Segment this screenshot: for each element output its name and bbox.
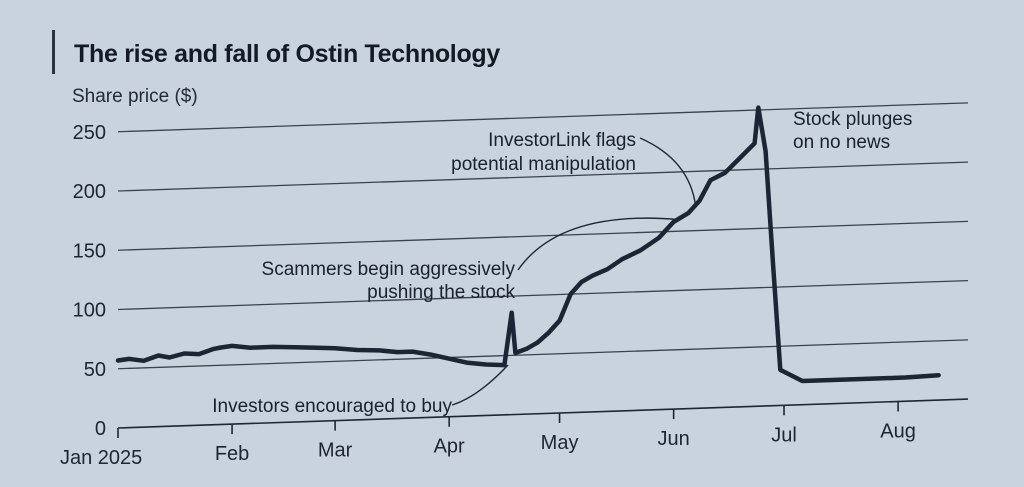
x-tick-label-apr: Apr	[434, 436, 465, 458]
title-accent-bar	[52, 30, 55, 74]
x-tick-label-feb: Feb	[215, 443, 249, 465]
annotation-leader-1	[451, 364, 509, 406]
annotation-3: InvestorLink flags potential manipulation	[451, 130, 636, 175]
price-line	[115, 105, 941, 384]
annotation-leader-3	[639, 137, 697, 207]
gridlines	[117, 102, 969, 370]
x-tick-label-jan-2025: Jan 2025	[60, 447, 142, 469]
gridline-150	[117, 220, 969, 251]
y-tick-label-200: 200	[73, 181, 106, 203]
annotation-2: Scammers begin aggressively pushing the s…	[262, 259, 516, 303]
x-tick-label-may: May	[541, 432, 579, 454]
y-tick-label-0: 0	[95, 418, 106, 440]
gridline-100	[117, 279, 969, 311]
y-tick-label-150: 150	[73, 240, 106, 262]
x-tick-labels: Jan 2025 Feb Mar Apr May Jun Jul Aug	[60, 420, 916, 469]
x-axis-baseline	[117, 398, 969, 429]
annotation-1: Investors encouraged to buy	[212, 396, 452, 417]
y-tick-label-100: 100	[73, 300, 106, 322]
annotation-4: Stock plunges on no news	[793, 109, 912, 153]
x-tick-label-jul: Jul	[771, 424, 797, 446]
y-tick-label-250: 250	[73, 122, 106, 144]
gridline-250	[117, 102, 969, 133]
x-tick-label-mar: Mar	[318, 440, 353, 462]
annotations: Investors encouraged to buy Scammers begi…	[212, 109, 912, 417]
annotation-leader-2	[517, 217, 678, 271]
y-tick-labels: 0 50 100 150 200 250	[73, 122, 106, 440]
x-tick-label-aug: Aug	[880, 420, 916, 442]
gridline-200	[117, 161, 969, 192]
x-tick-label-jun: Jun	[658, 428, 690, 450]
y-axis-label: Share price ($)	[72, 86, 198, 107]
series-lines	[115, 105, 941, 384]
gridline-50	[117, 339, 969, 370]
x-axis	[117, 398, 969, 438]
y-tick-label-50: 50	[84, 359, 106, 381]
chart-title: The rise and fall of Ostin Technology	[74, 40, 500, 68]
